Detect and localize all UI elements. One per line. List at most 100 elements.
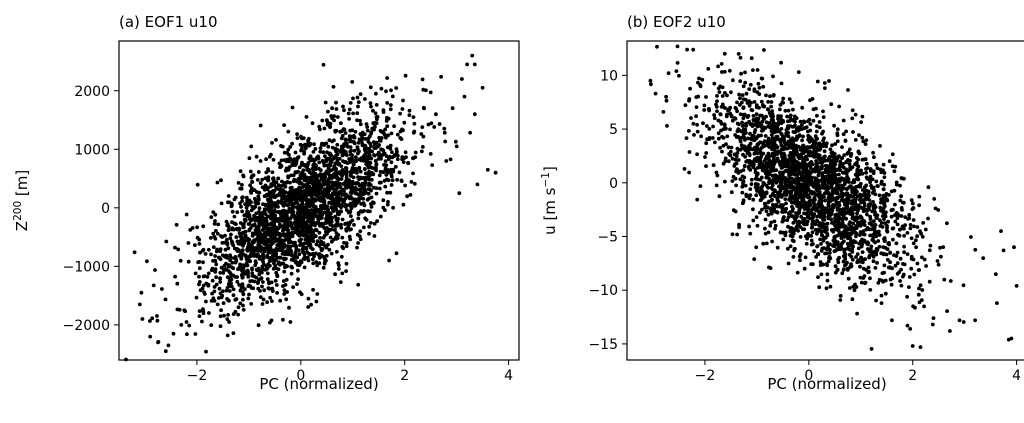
scatter-point [318,188,322,193]
x-tick-label: −2 [695,368,716,384]
scatter-point [748,82,753,87]
scatter-point [377,138,382,143]
scatter-point [351,161,356,166]
scatter-point [895,222,900,227]
scatter-point [392,153,397,158]
scatter-point [691,121,696,126]
scatter-point [472,112,477,117]
scatter-point [201,283,206,288]
scatter-point [258,123,263,128]
scatter-point [715,99,719,103]
scatter-point [825,247,830,251]
scatter-point [851,130,855,134]
scatter-point [367,153,372,158]
scatter-point [833,172,837,177]
scatter-point [840,156,844,161]
scatter-point [225,241,230,246]
scatter-point [243,230,248,234]
scatter-point [382,163,386,167]
scatter-point [322,126,327,131]
scatter-point [246,242,251,247]
scatter-point [365,163,370,168]
scatter-point [369,188,373,193]
scatter-point [800,138,804,143]
scatter-point [859,168,863,173]
scatter-point [292,157,297,162]
scatter-point [174,222,179,227]
scatter-point [808,164,812,169]
scatter-point [351,96,355,101]
scatter-point [213,259,218,263]
scatter-point [872,155,876,160]
scatter-point [749,100,753,105]
scatter-point [271,157,276,162]
scatter-point [356,151,360,156]
scatter-point [239,285,244,290]
scatter-point [762,48,766,52]
scatter-point [285,225,290,230]
y-axis-label-unit: [m] [13,170,31,201]
scatter-point [289,186,294,190]
scatter-point [383,159,388,164]
scatter-point [889,189,894,194]
scatter-point [247,292,251,297]
scatter-point [282,288,287,293]
scatter-point [719,62,724,66]
scatter-point [848,236,853,241]
scatter-point [374,91,378,96]
scatter-point [835,267,840,272]
scatter-point [197,309,202,313]
scatter-point [778,103,783,107]
scatter-point [348,101,353,105]
scatter-point [738,55,743,60]
scatter-point [334,107,339,111]
scatter-point [257,206,262,211]
scatter-point [877,233,882,237]
scatter-point [873,266,878,270]
scatter-point [318,192,323,196]
scatter-point [810,191,815,196]
scatter-point [329,168,334,173]
scatter-point [794,143,798,148]
scatter-point [875,261,879,265]
scatter-point [874,298,878,303]
scatter-point [775,152,780,156]
scatter-point [339,164,344,169]
scatter-point [209,268,214,273]
scatter-point [863,192,868,197]
scatter-point [230,203,234,208]
scatter-point [372,221,377,226]
scatter-point [665,124,669,128]
scatter-point [825,278,830,283]
scatter-point [752,100,757,104]
scatter-point [388,107,393,112]
scatter-point [308,224,313,228]
scatter-point [798,155,803,160]
scatter-point [837,232,842,237]
scatter-point [365,125,370,129]
scatter-point [306,208,311,213]
y-tick-label: −10 [588,283,618,299]
scatter-point [868,217,873,222]
scatter-point [266,168,271,173]
scatter-point [282,292,287,296]
scatter-point [859,280,864,285]
scatter-point [295,268,300,273]
scatter-point [826,195,831,200]
scatter-point [222,313,226,318]
scatter-point [304,202,309,207]
scatter-point [208,236,213,240]
scatter-point [258,295,263,299]
scatter-point [327,188,331,193]
scatter-point [900,208,904,212]
scatter-point [908,226,913,231]
scatter-point [733,157,738,162]
scatter-point [936,208,941,212]
scatter-point [718,145,722,150]
scatter-point [403,73,408,78]
scatter-point [318,215,323,220]
scatter-point [213,212,218,217]
scatter-point [748,147,753,151]
scatter-point [209,323,214,327]
scatter-point [764,114,768,119]
